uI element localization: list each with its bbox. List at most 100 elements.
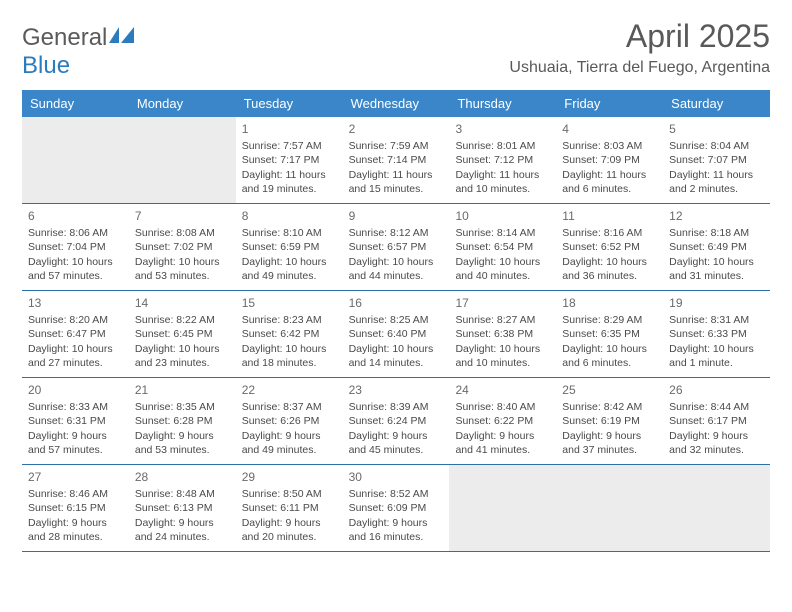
- day-number: 21: [135, 382, 230, 398]
- calendar-cell: 11 Sunrise: 8:16 AMSunset: 6:52 PMDayligh…: [556, 204, 663, 290]
- day-header-sunday: Sunday: [22, 90, 129, 117]
- sunrise-text: Sunrise: 8:18 AM: [669, 226, 764, 240]
- daylight-text: Daylight: 10 hours and 23 minutes.: [135, 342, 230, 370]
- daylight-text: Daylight: 9 hours and 53 minutes.: [135, 429, 230, 457]
- sunset-text: Sunset: 6:47 PM: [28, 327, 123, 341]
- day-header-tuesday: Tuesday: [236, 90, 343, 117]
- calendar-cell: [22, 117, 129, 203]
- sunrise-text: Sunrise: 7:59 AM: [349, 139, 444, 153]
- sunrise-text: Sunrise: 8:22 AM: [135, 313, 230, 327]
- day-number: 5: [669, 121, 764, 137]
- calendar-cell: 10Sunrise: 8:14 AMSunset: 6:54 PMDayligh…: [449, 204, 556, 290]
- day-number: 17: [455, 295, 550, 311]
- sunset-text: Sunset: 6:57 PM: [349, 240, 444, 254]
- calendar-week-row: 13Sunrise: 8:20 AMSunset: 6:47 PMDayligh…: [22, 291, 770, 378]
- sunrise-text: Sunrise: 8:04 AM: [669, 139, 764, 153]
- daylight-text: Daylight: 11 hours and 10 minutes.: [455, 168, 550, 196]
- sunrise-text: Sunrise: 8:46 AM: [28, 487, 123, 501]
- calendar-day-header: Sunday Monday Tuesday Wednesday Thursday…: [22, 90, 770, 117]
- day-number: 23: [349, 382, 444, 398]
- sunrise-text: Sunrise: 8:23 AM: [242, 313, 337, 327]
- day-number: 11: [562, 208, 657, 224]
- sunrise-text: Sunrise: 8:48 AM: [135, 487, 230, 501]
- daylight-text: Daylight: 10 hours and 40 minutes.: [455, 255, 550, 283]
- day-number: 6: [28, 208, 123, 224]
- sunset-text: Sunset: 6:52 PM: [562, 240, 657, 254]
- day-header-saturday: Saturday: [663, 90, 770, 117]
- sunset-text: Sunset: 6:13 PM: [135, 501, 230, 515]
- sunrise-text: Sunrise: 8:29 AM: [562, 313, 657, 327]
- sunset-text: Sunset: 6:15 PM: [28, 501, 123, 515]
- calendar-cell: [663, 465, 770, 551]
- day-number: 9: [349, 208, 444, 224]
- sunrise-text: Sunrise: 8:06 AM: [28, 226, 123, 240]
- daylight-text: Daylight: 10 hours and 36 minutes.: [562, 255, 657, 283]
- sunset-text: Sunset: 7:09 PM: [562, 153, 657, 167]
- sunset-text: Sunset: 6:22 PM: [455, 414, 550, 428]
- sunset-text: Sunset: 7:12 PM: [455, 153, 550, 167]
- daylight-text: Daylight: 9 hours and 20 minutes.: [242, 516, 337, 544]
- calendar-cell: 14 Sunrise: 8:22 AMSunset: 6:45 PMDayligh…: [129, 291, 236, 377]
- calendar-cell: 7Sunrise: 8:08 AMSunset: 7:02 PMDaylight…: [129, 204, 236, 290]
- sunset-text: Sunset: 6:31 PM: [28, 414, 123, 428]
- day-number: 7: [135, 208, 230, 224]
- sunset-text: Sunset: 6:45 PM: [135, 327, 230, 341]
- sunrise-text: Sunrise: 7:57 AM: [242, 139, 337, 153]
- sunrise-text: Sunrise: 8:40 AM: [455, 400, 550, 414]
- calendar-cell: 27Sunrise: 8:46 AMSunset: 6:15 PMDayligh…: [22, 465, 129, 551]
- sunrise-text: Sunrise: 8:10 AM: [242, 226, 337, 240]
- sunrise-text: Sunrise: 8:39 AM: [349, 400, 444, 414]
- sunrise-text: Sunrise: 8:01 AM: [455, 139, 550, 153]
- day-header-wednesday: Wednesday: [343, 90, 450, 117]
- calendar-week-row: 20Sunrise: 8:33 AMSunset: 6:31 PMDayligh…: [22, 378, 770, 465]
- day-number: 12: [669, 208, 764, 224]
- sunrise-text: Sunrise: 8:20 AM: [28, 313, 123, 327]
- sunset-text: Sunset: 6:24 PM: [349, 414, 444, 428]
- sunrise-text: Sunrise: 8:42 AM: [562, 400, 657, 414]
- day-number: 26: [669, 382, 764, 398]
- daylight-text: Daylight: 10 hours and 14 minutes.: [349, 342, 444, 370]
- daylight-text: Daylight: 10 hours and 6 minutes.: [562, 342, 657, 370]
- sunrise-text: Sunrise: 8:35 AM: [135, 400, 230, 414]
- daylight-text: Daylight: 10 hours and 31 minutes.: [669, 255, 764, 283]
- sunset-text: Sunset: 7:04 PM: [28, 240, 123, 254]
- title-block: April 2025 Ushuaia, Tierra del Fuego, Ar…: [509, 18, 770, 77]
- daylight-text: Daylight: 10 hours and 27 minutes.: [28, 342, 123, 370]
- daylight-text: Daylight: 9 hours and 57 minutes.: [28, 429, 123, 457]
- daylight-text: Daylight: 9 hours and 24 minutes.: [135, 516, 230, 544]
- sunrise-text: Sunrise: 8:16 AM: [562, 226, 657, 240]
- day-number: 14: [135, 295, 230, 311]
- daylight-text: Daylight: 11 hours and 2 minutes.: [669, 168, 764, 196]
- sunrise-text: Sunrise: 8:44 AM: [669, 400, 764, 414]
- day-number: 15: [242, 295, 337, 311]
- sunset-text: Sunset: 6:54 PM: [455, 240, 550, 254]
- daylight-text: Daylight: 10 hours and 57 minutes.: [28, 255, 123, 283]
- sunrise-text: Sunrise: 8:50 AM: [242, 487, 337, 501]
- day-number: 16: [349, 295, 444, 311]
- calendar-cell: 16Sunrise: 8:25 AMSunset: 6:40 PMDayligh…: [343, 291, 450, 377]
- day-number: 4: [562, 121, 657, 137]
- day-number: 30: [349, 469, 444, 485]
- calendar-cell: 17Sunrise: 8:27 AMSunset: 6:38 PMDayligh…: [449, 291, 556, 377]
- sunset-text: Sunset: 7:17 PM: [242, 153, 337, 167]
- sunrise-text: Sunrise: 8:33 AM: [28, 400, 123, 414]
- calendar: Sunday Monday Tuesday Wednesday Thursday…: [22, 90, 770, 552]
- calendar-cell: 19Sunrise: 8:31 AMSunset: 6:33 PMDayligh…: [663, 291, 770, 377]
- calendar-cell: 9Sunrise: 8:12 AMSunset: 6:57 PMDaylight…: [343, 204, 450, 290]
- sunset-text: Sunset: 7:14 PM: [349, 153, 444, 167]
- calendar-cell: 8Sunrise: 8:10 AMSunset: 6:59 PMDaylight…: [236, 204, 343, 290]
- sunrise-text: Sunrise: 8:37 AM: [242, 400, 337, 414]
- daylight-text: Daylight: 11 hours and 6 minutes.: [562, 168, 657, 196]
- calendar-cell: 24Sunrise: 8:40 AMSunset: 6:22 PMDayligh…: [449, 378, 556, 464]
- sunset-text: Sunset: 6:49 PM: [669, 240, 764, 254]
- logo-text-blue: Blue: [22, 52, 70, 79]
- calendar-weeks: 1Sunrise: 7:57 AMSunset: 7:17 PMDaylight…: [22, 117, 770, 552]
- sunset-text: Sunset: 6:33 PM: [669, 327, 764, 341]
- sunrise-text: Sunrise: 8:52 AM: [349, 487, 444, 501]
- calendar-cell: 30Sunrise: 8:52 AMSunset: 6:09 PMDayligh…: [343, 465, 450, 551]
- sunrise-text: Sunrise: 8:08 AM: [135, 226, 230, 240]
- day-number: 19: [669, 295, 764, 311]
- day-number: 10: [455, 208, 550, 224]
- day-number: 24: [455, 382, 550, 398]
- calendar-cell: 20Sunrise: 8:33 AMSunset: 6:31 PMDayligh…: [22, 378, 129, 464]
